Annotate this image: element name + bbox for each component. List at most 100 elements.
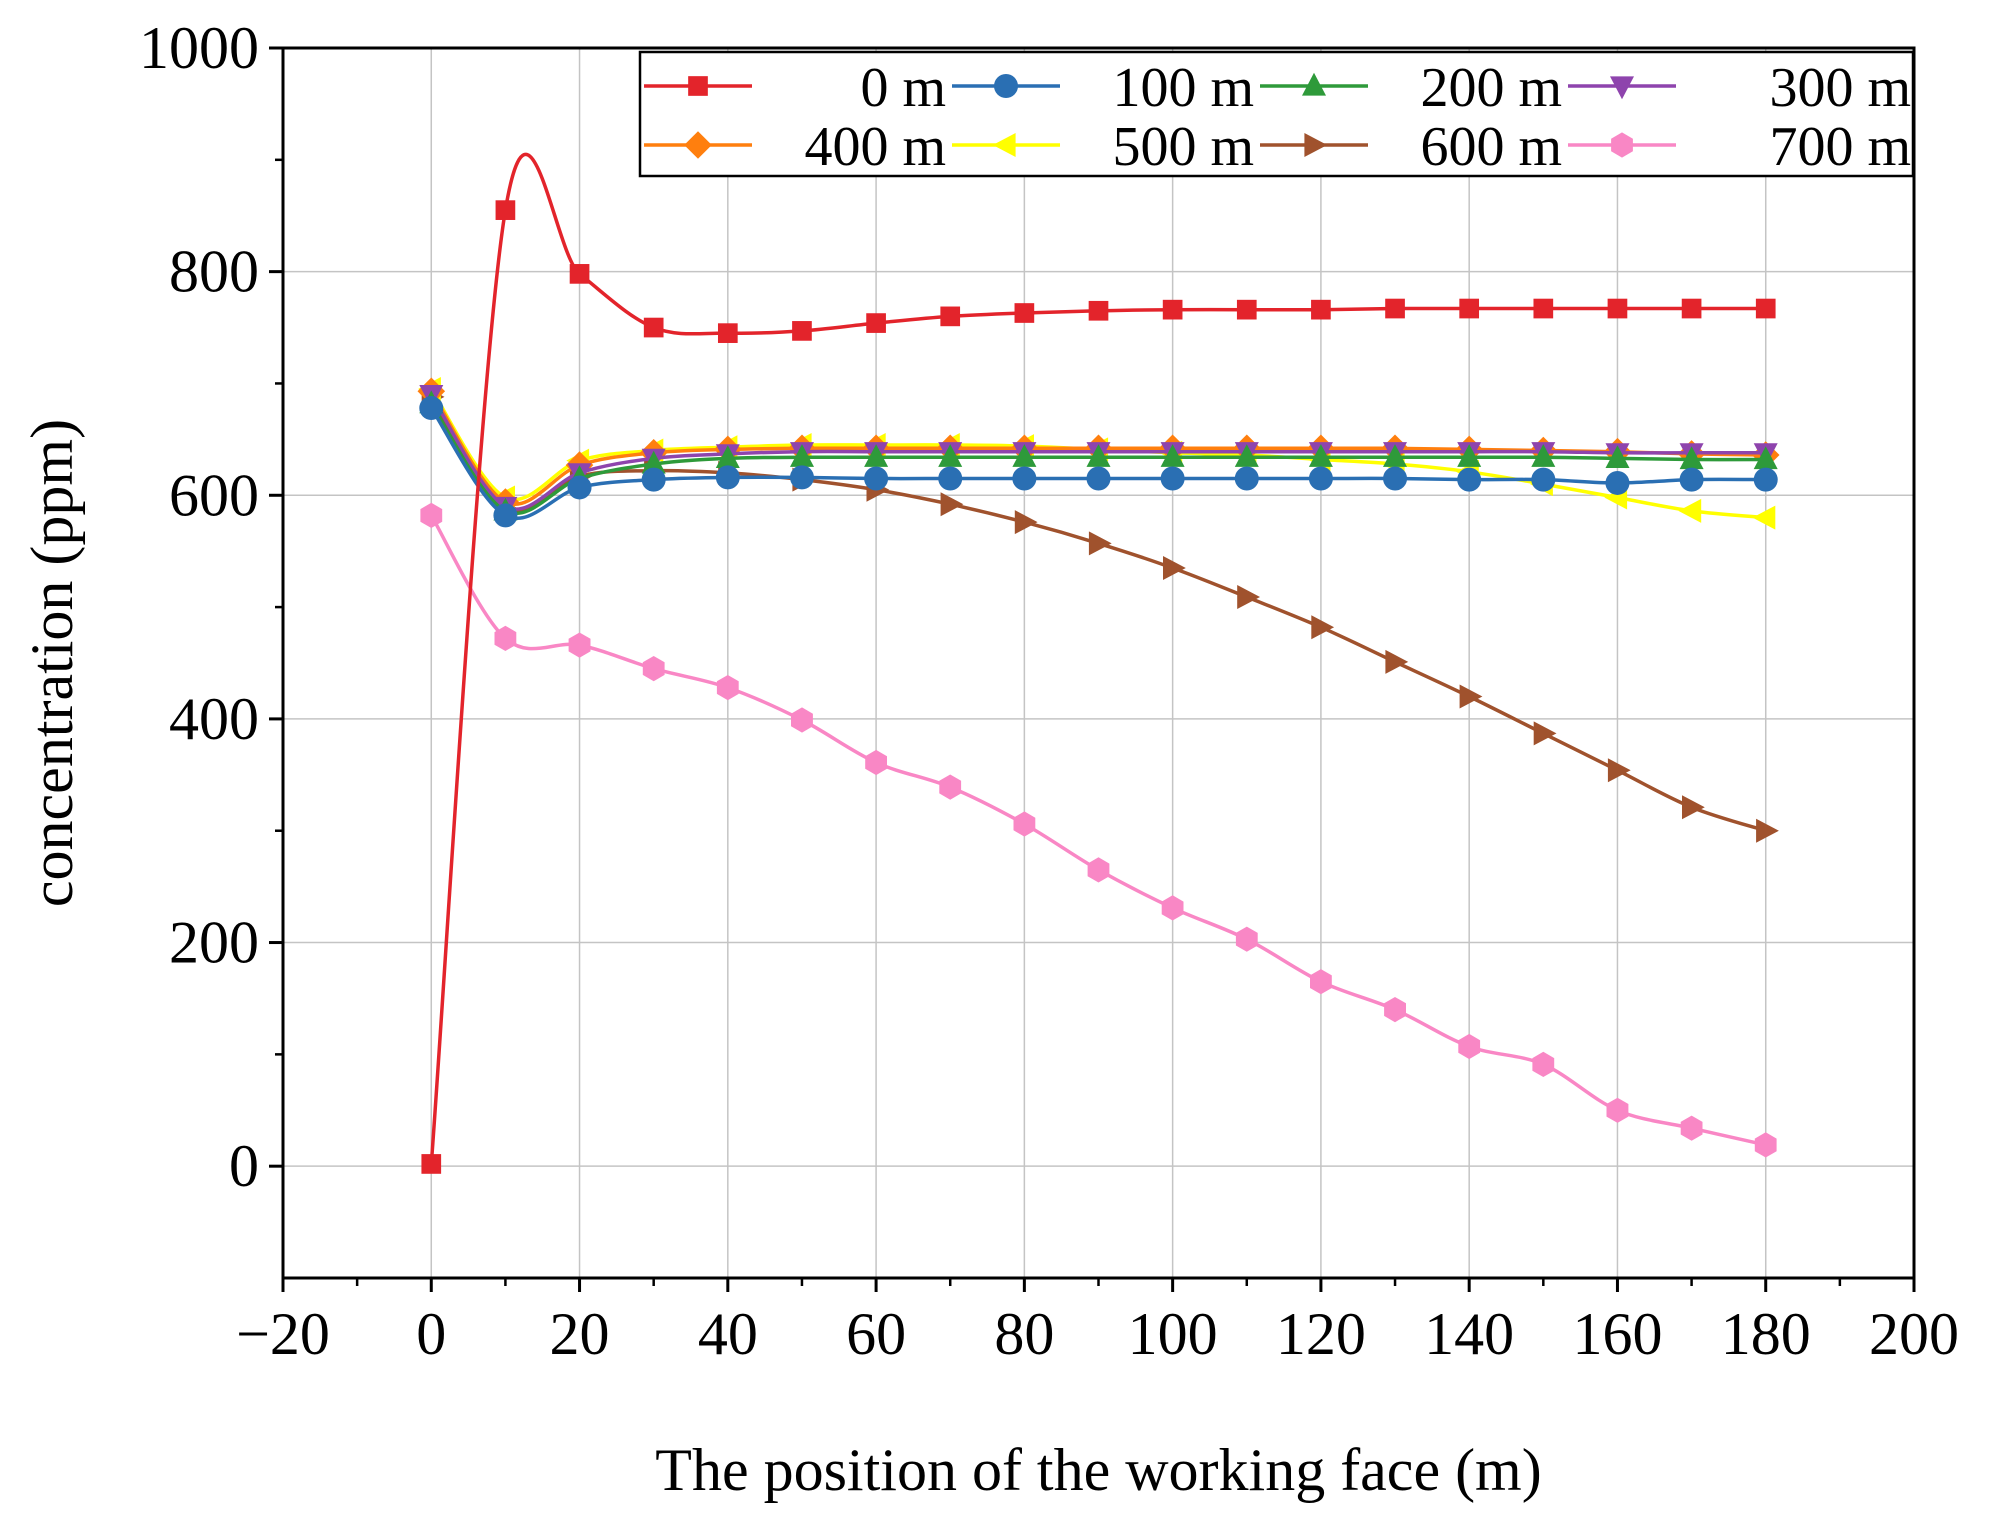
data-point-600m [1237, 585, 1260, 609]
x-tick-label: 180 [1721, 1301, 1811, 1367]
legend-label: 600 m [1420, 116, 1562, 178]
data-point-100m [789, 465, 814, 490]
legend-marker [1304, 133, 1328, 157]
y-tick-label: 200 [169, 910, 259, 976]
data-point-100m [1234, 466, 1259, 491]
series-line-0m [429, 152, 1766, 1165]
legend-label: 700 m [1769, 116, 1911, 178]
data-point-100m [1753, 467, 1778, 492]
legend-marker [1611, 132, 1633, 158]
data-point-700m [1754, 1132, 1777, 1158]
data-point-100m [1086, 466, 1111, 491]
data-point-700m [420, 502, 443, 528]
data-point-200m [1679, 446, 1704, 470]
data-point-200m [1531, 444, 1556, 467]
data-point-100m [567, 475, 592, 500]
data-point-100m [938, 466, 963, 491]
data-point-100m [1383, 466, 1408, 491]
legend-item-300m: 300 m [1568, 57, 1911, 119]
data-point-0m [495, 200, 516, 220]
data-point-700m [1606, 1097, 1629, 1123]
x-axis-title: The position of the working face (m) [655, 1437, 1541, 1503]
x-tick-label: 20 [550, 1301, 610, 1367]
x-tick-label: 120 [1276, 1301, 1366, 1367]
x-tick-label: 200 [1869, 1301, 1959, 1367]
data-point-700m [642, 656, 665, 682]
data-point-700m [865, 749, 887, 776]
series-100m [419, 396, 1778, 528]
data-point-700m [1087, 857, 1110, 883]
data-point-0m [1459, 298, 1480, 319]
data-point-100m [419, 396, 444, 421]
x-tick-label: 80 [994, 1301, 1054, 1367]
data-point-600m [1607, 758, 1631, 783]
data-point-0m [1014, 303, 1035, 323]
data-point-200m [1308, 444, 1333, 467]
data-point-700m [1310, 969, 1332, 995]
data-point-700m [1161, 895, 1184, 921]
y-tick-label: 400 [169, 686, 259, 752]
data-point-0m [569, 264, 590, 284]
data-point-500m [1752, 505, 1776, 530]
data-point-0m [1755, 298, 1776, 319]
data-point-200m [1753, 446, 1778, 470]
data-point-600m [1756, 818, 1779, 843]
axis-ticks: −20 0 20 40 60 80 100 120 140 160 180 200 0 200 400 600… [139, 15, 1959, 1367]
legend-item-700m: 700 m [1568, 116, 1911, 178]
legend-label: 500 m [1112, 116, 1254, 178]
data-point-100m [1160, 466, 1185, 491]
data-point-100m [641, 467, 666, 492]
series-700m [420, 502, 1777, 1158]
legend-item-600m: 600 m [1260, 116, 1562, 178]
data-point-100m [1531, 467, 1556, 492]
data-point-200m [641, 450, 666, 474]
data-point-200m [1383, 444, 1407, 467]
y-tick-label: 0 [229, 1133, 259, 1199]
data-point-100m [864, 466, 889, 491]
data-point-0m [1088, 300, 1109, 321]
y-tick-label: 600 [169, 462, 259, 528]
data-point-200m [1086, 444, 1111, 467]
legend-item-500m: 500 m [952, 116, 1254, 178]
data-point-100m [1012, 466, 1037, 491]
data-point-200m [1234, 444, 1259, 467]
legend-marker [992, 133, 1016, 157]
data-point-200m [1457, 444, 1482, 467]
legend-marker [1610, 76, 1634, 100]
series-line-700m [429, 514, 1767, 1147]
data-point-200m [715, 445, 740, 468]
data-point-600m [1385, 649, 1409, 674]
x-tick-label: 40 [698, 1301, 758, 1367]
x-tick-label: −20 [236, 1301, 330, 1367]
legend-item-200m: 200 m [1260, 57, 1562, 119]
legend-box [638, 50, 1915, 178]
data-point-100m [715, 465, 740, 490]
legend-marker [684, 131, 712, 159]
x-tick-label: 100 [1128, 1301, 1218, 1367]
data-point-100m [1605, 470, 1630, 495]
legend-label: 400 m [804, 116, 946, 178]
data-point-700m [791, 707, 813, 733]
legend-label: 100 m [1112, 57, 1254, 119]
plot-frame [281, 46, 1916, 1280]
data-point-0m [792, 321, 812, 341]
data-point-200m [1160, 444, 1185, 467]
data-point-700m [1384, 997, 1406, 1023]
series-layer [417, 152, 1780, 1174]
data-point-0m [643, 317, 664, 338]
data-point-600m [1682, 795, 1705, 820]
data-point-100m [1457, 467, 1482, 492]
data-point-100m [1679, 467, 1704, 492]
data-point-0m [717, 323, 738, 343]
data-point-0m [1607, 298, 1628, 319]
data-point-600m [1163, 556, 1186, 580]
data-point-500m [1678, 498, 1702, 523]
data-point-0m [1236, 299, 1257, 320]
data-point-0m [421, 1154, 442, 1174]
legend-marker [994, 74, 1018, 98]
data-point-0m [1681, 298, 1702, 319]
legend-marker [1302, 72, 1326, 96]
data-point-700m [939, 774, 962, 800]
grid-lines [283, 48, 1914, 1278]
data-point-700m [1013, 811, 1036, 837]
